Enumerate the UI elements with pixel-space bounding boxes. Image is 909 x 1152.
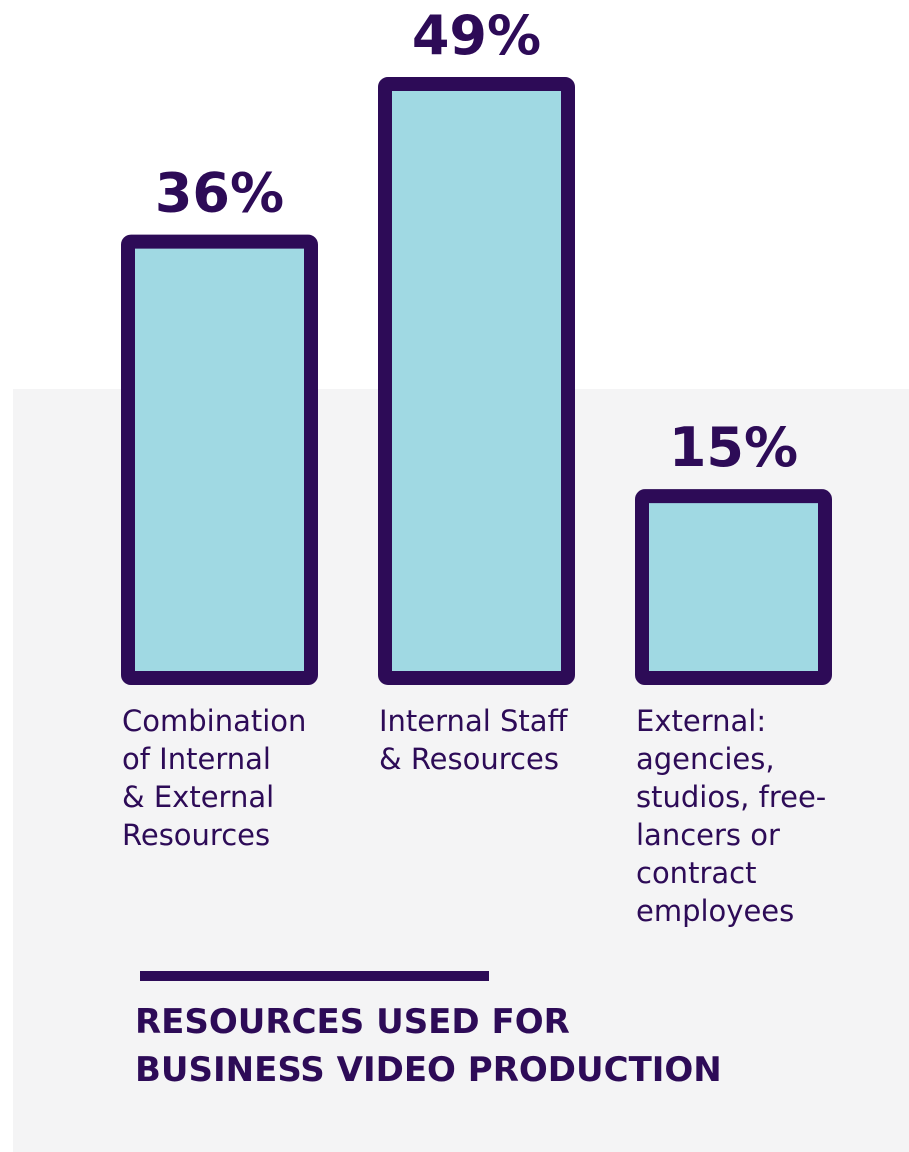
value-label-internal-staff: 49% — [412, 4, 541, 67]
bar-combination — [121, 234, 318, 686]
value-label-external: 15% — [669, 416, 798, 479]
title-accent-line — [140, 971, 489, 981]
category-label-internal-staff: Internal Staff & Resources — [379, 704, 568, 776]
bar-chart: 36% 49% 15% — [121, 4, 832, 686]
value-label-combination: 36% — [155, 162, 284, 225]
bar-external — [635, 489, 832, 685]
category-label-external: External: agencies, studios, free- lance… — [636, 704, 827, 928]
chart-title: RESOURCES USED FOR BUSINESS VIDEO PRODUC… — [135, 1002, 722, 1090]
bar-internal-staff — [378, 77, 575, 685]
category-label-combination: Combination of Internal & External Resou… — [122, 704, 307, 852]
